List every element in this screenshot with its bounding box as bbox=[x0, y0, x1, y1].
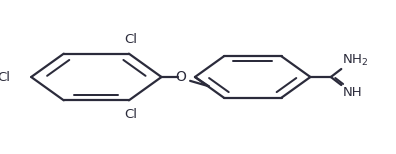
Text: Cl: Cl bbox=[0, 71, 11, 83]
Text: O: O bbox=[175, 70, 186, 84]
Text: Cl: Cl bbox=[124, 108, 137, 121]
Text: NH$_2$: NH$_2$ bbox=[343, 53, 369, 68]
Text: Cl: Cl bbox=[124, 33, 137, 46]
Text: NH: NH bbox=[343, 86, 362, 99]
